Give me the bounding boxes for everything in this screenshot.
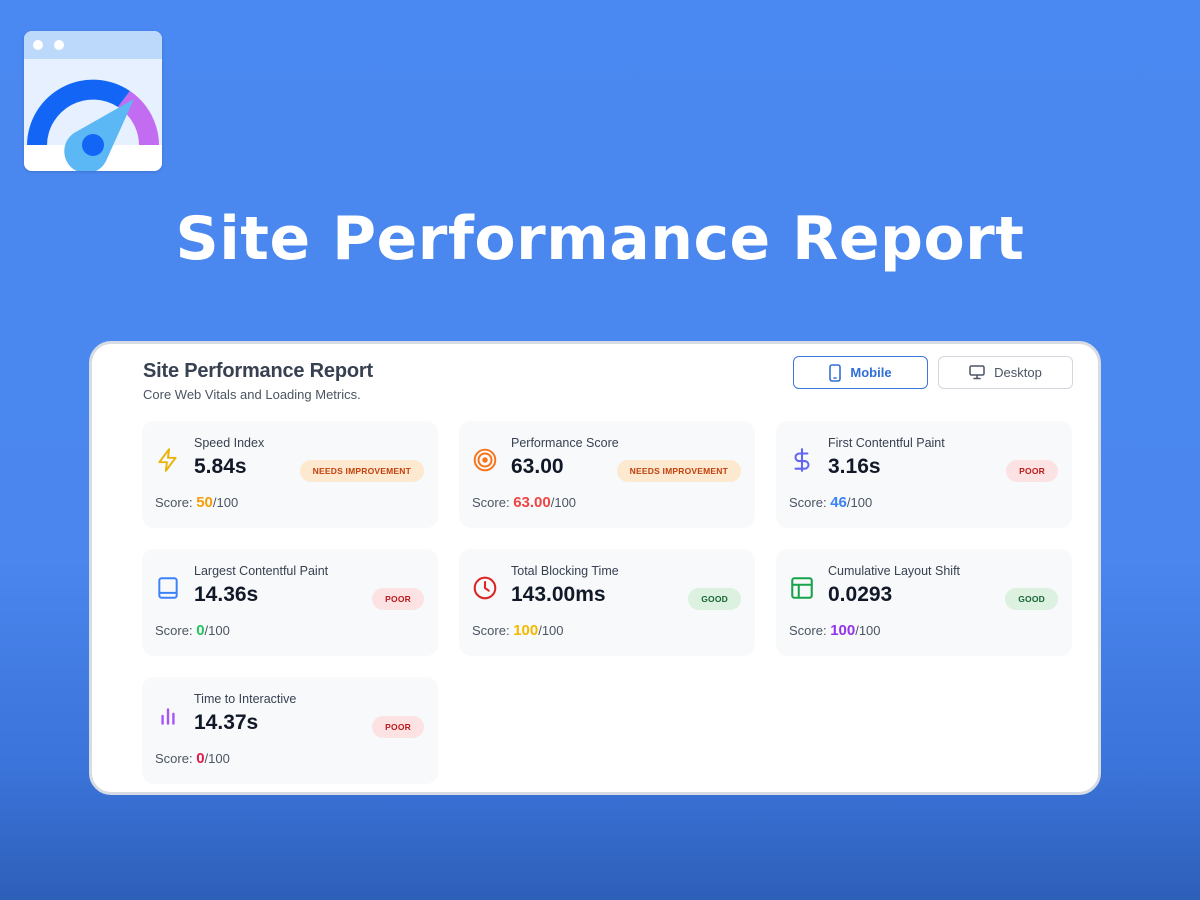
book-icon: [155, 575, 181, 601]
metric-value: 3.16s: [828, 455, 881, 478]
metric-card-performance-score: Performance Score 63.00 NEEDS IMPROVEMEN…: [459, 421, 755, 528]
metric-value: 14.37s: [194, 711, 259, 734]
desktop-toggle-button[interactable]: Desktop: [938, 356, 1073, 389]
status-badge: GOOD: [688, 588, 741, 610]
metric-label: Total Blocking Time: [511, 564, 619, 578]
metric-label: Time to Interactive: [194, 692, 297, 706]
metric-label: Speed Index: [194, 436, 265, 450]
status-badge: POOR: [372, 588, 424, 610]
monitor-icon: [969, 365, 985, 380]
app-logo: [24, 31, 162, 171]
metric-card-largest-contentful-paint: Largest Contentful Paint 14.36s POOR Sco…: [142, 549, 438, 656]
metric-score: Score: 0/100: [155, 750, 230, 767]
status-badge: GOOD: [1005, 588, 1058, 610]
hero-title: Site Performance Report: [175, 204, 1025, 274]
smartphone-icon: [829, 363, 842, 382]
metric-value: 0.0293: [828, 583, 893, 606]
metric-score: Score: 100/100: [789, 622, 881, 639]
mobile-toggle-button[interactable]: Mobile: [793, 356, 928, 389]
metric-card-cumulative-layout-shift: Cumulative Layout Shift 0.0293 GOOD Scor…: [776, 549, 1072, 656]
target-icon: [472, 447, 498, 473]
metric-card-total-blocking-time: Total Blocking Time 143.00ms GOOD Score:…: [459, 549, 755, 656]
metric-label: Performance Score: [511, 436, 619, 450]
metric-score: Score: 0/100: [155, 622, 230, 639]
metric-value: 143.00ms: [511, 583, 606, 606]
report-card: Site Performance Report Core Web Vitals …: [89, 341, 1101, 795]
metric-score: Score: 100/100: [472, 622, 564, 639]
layout-icon: [789, 575, 815, 601]
mobile-toggle-label: Mobile: [850, 365, 892, 380]
status-badge: NEEDS IMPROVEMENT: [616, 460, 741, 482]
metric-score: Score: 50/100: [155, 494, 239, 511]
metric-value: 14.36s: [194, 583, 259, 606]
status-badge: NEEDS IMPROVEMENT: [299, 460, 424, 482]
metric-score: Score: 46/100: [789, 494, 873, 511]
status-badge: POOR: [372, 716, 424, 738]
bar-chart-icon: [155, 703, 181, 729]
metric-card-first-contentful-paint: First Contentful Paint 3.16s POOR Score:…: [776, 421, 1072, 528]
metric-label: Largest Contentful Paint: [194, 564, 329, 578]
metric-value: 5.84s: [194, 455, 247, 478]
metric-label: Cumulative Layout Shift: [828, 564, 961, 578]
metric-score: Score: 63.00/100: [472, 494, 577, 511]
status-badge: POOR: [1006, 460, 1058, 482]
card-subtitle: Core Web Vitals and Loading Metrics.: [143, 387, 361, 402]
clock-icon: [472, 575, 498, 601]
lightning-icon: [155, 447, 181, 473]
metric-card-time-to-interactive: Time to Interactive 14.37s POOR Score: 0…: [142, 677, 438, 784]
dollar-icon: [789, 447, 815, 473]
metric-value: 63.00: [511, 455, 564, 478]
metric-card-speed-index: Speed Index 5.84s NEEDS IMPROVEMENT Scor…: [142, 421, 438, 528]
card-title: Site Performance Report: [143, 360, 373, 382]
desktop-toggle-label: Desktop: [994, 365, 1042, 380]
metric-label: First Contentful Paint: [828, 436, 945, 450]
